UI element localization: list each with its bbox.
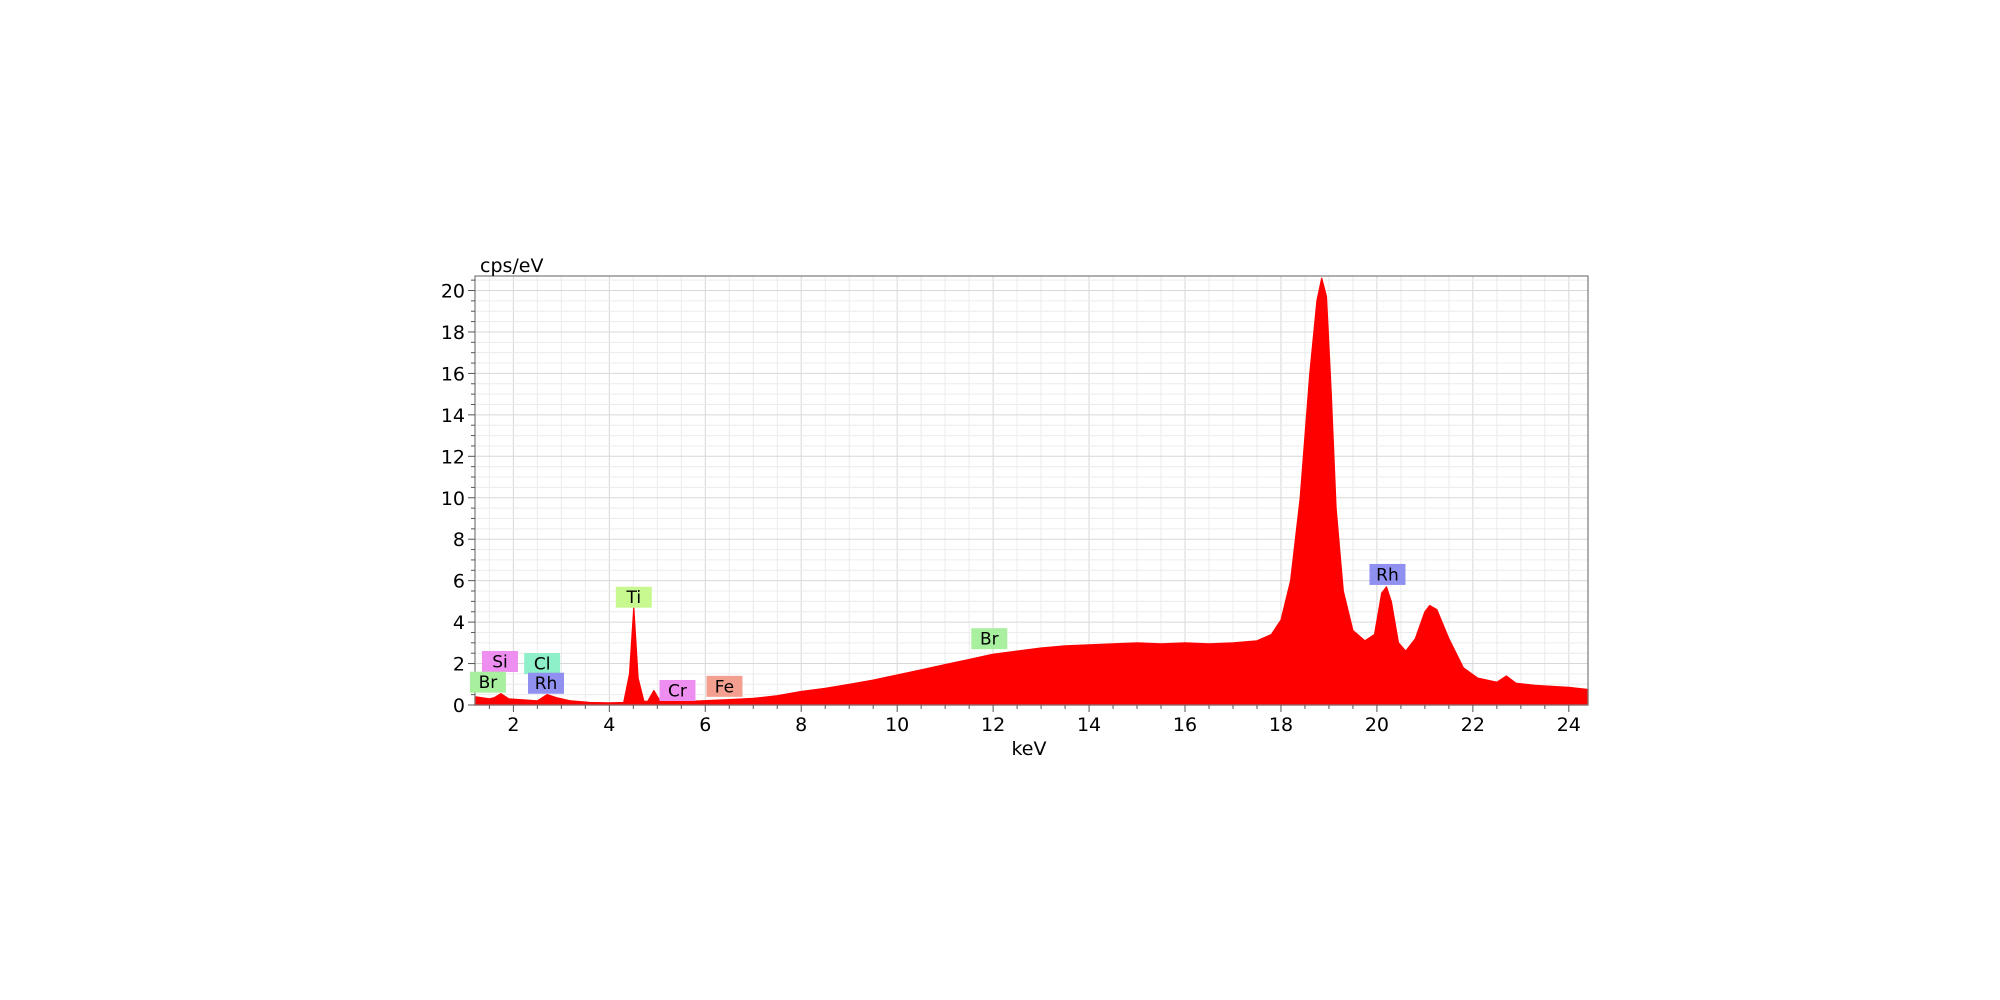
peak-label-rh: Rh	[1369, 563, 1406, 585]
peak-label-box	[615, 586, 652, 608]
peak-label-box	[524, 653, 561, 675]
y-tick-label: 6	[453, 571, 465, 593]
x-tick-label: 12	[981, 714, 1005, 736]
peak-label-box	[1369, 563, 1406, 585]
peak-label-text: Rh	[1376, 565, 1399, 585]
peak-label-cl: Cl	[524, 653, 561, 675]
peak-label-box	[659, 679, 696, 701]
y-tick-label: 0	[453, 695, 465, 717]
x-tick-label: 10	[885, 714, 909, 736]
peak-label-box	[528, 672, 565, 694]
x-tick-label: 4	[603, 714, 615, 736]
peak-label-text: Si	[492, 652, 508, 672]
x-axis-title: keV	[1011, 738, 1046, 760]
peak-label-text: Cl	[534, 655, 551, 675]
y-axis: 0 2 4 6 8 10 12 14 16 18 20	[441, 279, 475, 717]
peak-label-text: Ti	[625, 588, 641, 608]
spectrum-area	[474, 277, 1589, 706]
spectrum-series	[474, 277, 1589, 706]
peak-label-box	[971, 628, 1008, 650]
peak-label-ti: Ti	[615, 586, 652, 608]
peak-label-si: Si	[481, 650, 518, 672]
y-tick-label: 16	[441, 363, 465, 385]
y-tick-label: 8	[453, 529, 465, 551]
peak-label-box	[481, 650, 518, 672]
x-tick-label: 20	[1365, 714, 1389, 736]
x-tick-label: 18	[1269, 714, 1293, 736]
x-tick-label: 2	[507, 714, 519, 736]
peak-label-box	[706, 675, 743, 697]
y-tick-label: 2	[453, 654, 465, 676]
y-tick-label: 4	[453, 612, 465, 634]
peak-label-text: Br	[980, 630, 999, 650]
peak-label-br: Br	[971, 628, 1008, 650]
grid	[475, 276, 1588, 705]
peak-label-text: Rh	[535, 674, 558, 694]
x-axis: 2 4 6 8 10 12 14 16 18 20 22 24	[488, 705, 1581, 736]
y-tick-label: 18	[441, 322, 465, 344]
peak-label-text: Br	[479, 673, 498, 693]
peak-label-box	[469, 671, 506, 693]
y-tick-label: 10	[441, 488, 465, 510]
x-tick-label: 8	[795, 714, 807, 736]
peak-label-br: Br	[469, 671, 506, 693]
plot-background	[475, 276, 1588, 705]
peak-label-cr: Cr	[659, 679, 696, 701]
y-tick-label: 14	[441, 405, 465, 427]
peak-label-text: Cr	[668, 681, 687, 701]
y-tick-label: 20	[441, 281, 465, 303]
y-tick-label: 12	[441, 446, 465, 468]
peak-label-rh: Rh	[528, 672, 565, 694]
peak-label-fe: Fe	[706, 675, 743, 697]
x-tick-label: 14	[1077, 714, 1101, 736]
y-axis-title: cps/eV	[480, 255, 544, 277]
plot-border	[474, 275, 1589, 706]
x-tick-label: 16	[1173, 714, 1197, 736]
plot-frame	[474, 275, 1589, 706]
x-tick-label: 6	[699, 714, 711, 736]
x-tick-label: 24	[1557, 714, 1581, 736]
x-tick-label: 22	[1461, 714, 1485, 736]
peak-label-text: Fe	[715, 677, 734, 697]
